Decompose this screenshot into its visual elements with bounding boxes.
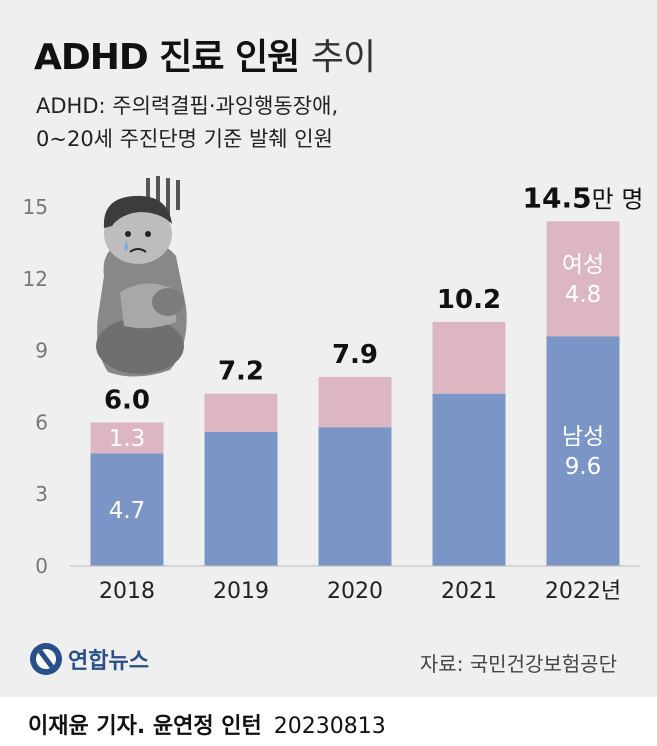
x-tick-label: 2022년 xyxy=(545,579,621,604)
chart-subtitle: ADHD: 주의력결핍·과잉행동장애, 0~20세 주진단명 기준 발췌 인원 xyxy=(36,90,338,156)
credit-line: 이재윤 기자. 윤연정 인턴 20230813 xyxy=(28,708,386,740)
data-source: 자료: 국민건강보험공단 xyxy=(419,652,617,676)
bar-segment-male xyxy=(318,427,392,566)
segment-label: 남성 xyxy=(562,424,604,450)
worried-child-illustration xyxy=(96,176,187,377)
total-label: 7.9 xyxy=(332,340,378,370)
x-tick-label: 2021 xyxy=(441,579,497,604)
yonhap-logo-icon xyxy=(30,643,62,675)
title-bold: ADHD 진료 인원 xyxy=(34,37,300,78)
stacked-bar-chart: 0 3 6 9 12 15 6.0 2018 7.2 2019 7.9 2020 10.2 2021 14.… xyxy=(23,181,644,604)
y-tick-label: 3 xyxy=(35,482,48,506)
subtitle-line-2: 0~20세 주진단명 기준 발췌 인원 xyxy=(36,127,333,151)
segment-label: 여성 xyxy=(562,252,604,278)
y-tick-label: 12 xyxy=(23,267,48,291)
total-label: 14.5만 명 xyxy=(523,181,644,214)
x-tick-label: 2019 xyxy=(213,579,269,604)
segment-label: 9.6 xyxy=(565,454,602,480)
bar-segment-female xyxy=(204,393,278,432)
infographic: ADHD 진료 인원 추이 ADHD: 주의력결핍·과잉행동장애, 0~20세 … xyxy=(0,0,657,697)
bar-segment-male xyxy=(204,431,278,566)
bar-segment-male xyxy=(90,453,164,566)
segment-label: 4.7 xyxy=(109,498,146,524)
bar-segment-female xyxy=(546,221,620,337)
yonhap-logo: 연합뉴스 xyxy=(28,641,149,677)
y-tick-label: 9 xyxy=(35,339,48,363)
y-tick-label: 0 xyxy=(35,554,48,578)
y-tick-label: 15 xyxy=(23,195,48,219)
bar-segment-female xyxy=(432,321,506,394)
bar-segment-male xyxy=(432,393,506,566)
total-label: 7.2 xyxy=(218,357,264,387)
publish-date: 20230813 xyxy=(273,714,386,739)
total-label: 6.0 xyxy=(104,385,150,415)
segment-label: 4.8 xyxy=(565,282,602,308)
title-light: 추이 xyxy=(310,37,376,78)
segment-label: 1.3 xyxy=(109,426,146,452)
reporter-credit: 이재윤 기자. 윤연정 인턴 xyxy=(28,714,262,739)
logo-text: 연합뉴스 xyxy=(68,649,149,674)
bar-segment-female xyxy=(90,422,164,454)
chart-title: ADHD 진료 인원 추이 xyxy=(34,28,376,80)
y-tick-label: 6 xyxy=(35,410,48,434)
bar-segment-male xyxy=(546,336,620,566)
total-label: 10.2 xyxy=(437,285,501,315)
x-tick-label: 2020 xyxy=(327,579,383,604)
bar-segment-female xyxy=(318,376,392,428)
x-tick-label: 2018 xyxy=(99,579,155,604)
subtitle-line-1: ADHD: 주의력결핍·과잉행동장애, xyxy=(36,94,339,118)
